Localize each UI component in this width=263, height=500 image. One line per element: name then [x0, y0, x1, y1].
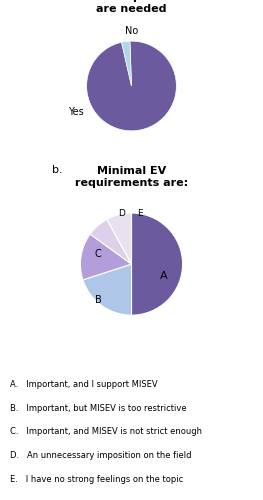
Title: Minimal requirements
are needed: Minimal requirements are needed — [63, 0, 200, 14]
Text: Yes: Yes — [68, 108, 84, 118]
Text: B: B — [95, 296, 102, 306]
Wedge shape — [80, 234, 132, 280]
Text: A.   Important, and I support MISEV: A. Important, and I support MISEV — [10, 380, 158, 389]
Title: Minimal EV
requirements are:: Minimal EV requirements are: — [75, 166, 188, 188]
Wedge shape — [87, 41, 176, 131]
Text: C.   Important, and MISEV is not strict enough: C. Important, and MISEV is not strict en… — [10, 428, 202, 436]
Text: No: No — [125, 26, 138, 36]
Wedge shape — [90, 220, 132, 264]
Wedge shape — [83, 264, 132, 315]
Text: A: A — [160, 270, 167, 280]
Text: E: E — [137, 209, 143, 218]
Text: b.: b. — [52, 166, 62, 175]
Wedge shape — [122, 41, 132, 86]
Text: a.: a. — [59, 0, 69, 1]
Text: E.   I have no strong feelings on the topic: E. I have no strong feelings on the topi… — [10, 475, 184, 484]
Text: D: D — [118, 209, 125, 218]
Text: D.   An unnecessary imposition on the field: D. An unnecessary imposition on the fiel… — [10, 451, 192, 460]
Text: B.   Important, but MISEV is too restrictive: B. Important, but MISEV is too restricti… — [10, 404, 187, 412]
Text: C: C — [95, 249, 102, 259]
Wedge shape — [107, 213, 132, 264]
Wedge shape — [132, 213, 183, 315]
